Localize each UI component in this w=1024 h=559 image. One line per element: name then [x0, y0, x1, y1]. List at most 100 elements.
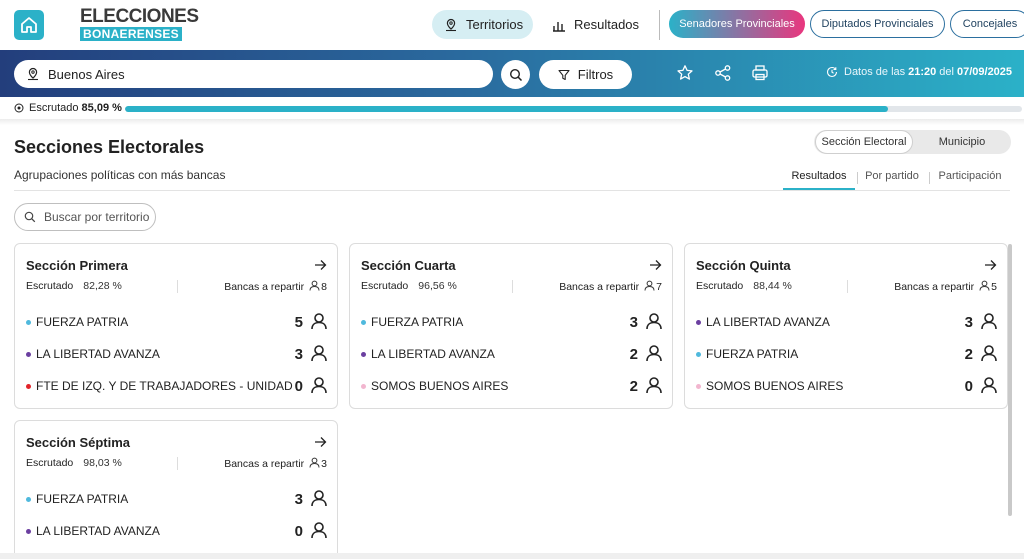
- person-icon: [645, 312, 663, 333]
- card-bancas-label: Bancas a repartir: [894, 281, 975, 293]
- card-bancas-value: 7: [656, 281, 662, 293]
- person-icon: [645, 376, 663, 397]
- party-color-dot: [696, 351, 701, 357]
- logo-bottom-text: BONAERENSES: [80, 27, 182, 41]
- party-seats: 5: [294, 313, 303, 331]
- person-icon: [304, 457, 321, 471]
- top-header: ELECCIONES BONAERENSES Territorios Resul…: [0, 0, 1024, 50]
- card-escrutado-value: 98,03 %: [83, 457, 122, 469]
- escrutado-summary: Escrutado 85,09 %: [14, 102, 122, 114]
- tab-active-indicator: [783, 188, 855, 190]
- party-seats: 2: [964, 345, 973, 363]
- card-bancas-label: Bancas a repartir: [224, 458, 305, 470]
- nav-resultados[interactable]: Resultados: [540, 10, 650, 39]
- person-icon: [639, 280, 656, 294]
- card-title: Sección Primera: [26, 258, 128, 273]
- section-card[interactable]: Sección Quinta Escrutado 88,44 % Bancas a r…: [684, 243, 1008, 409]
- territory-search-input[interactable]: Buscar por territorio: [14, 203, 156, 231]
- party-row: FUERZA PATRIA 2: [696, 343, 998, 365]
- card-bancas-value: 3: [321, 458, 327, 470]
- party-row: FUERZA PATRIA 3: [26, 488, 328, 510]
- card-escrutado: Escrutado 82,28 %: [26, 280, 122, 292]
- party-row: FTE DE IZQ. Y DE TRABAJADORES - UNIDAD 0: [26, 375, 328, 397]
- card-bancas: Bancas a repartir 3: [224, 457, 327, 471]
- person-icon: [310, 312, 328, 333]
- tab-separator: [929, 172, 930, 184]
- search-button[interactable]: [501, 60, 530, 89]
- toggle-seccion-electoral[interactable]: Sección Electoral: [815, 130, 913, 154]
- logo-top-text: ELECCIONES: [80, 6, 199, 27]
- party-row: LA LIBERTAD AVANZA 3: [696, 311, 998, 333]
- card-bancas-value: 5: [991, 281, 997, 293]
- arrow-right-icon[interactable]: [314, 435, 327, 453]
- arrow-right-icon[interactable]: [984, 258, 997, 276]
- arrow-right-icon[interactable]: [649, 258, 662, 276]
- card-escrutado-label: Escrutado: [696, 280, 744, 292]
- party-row: SOMOS BUENOS AIRES 2: [361, 375, 663, 397]
- tab-separator: [857, 172, 858, 184]
- party-name: FUERZA PATRIA: [36, 492, 129, 506]
- logo[interactable]: ELECCIONES BONAERENSES: [80, 6, 199, 43]
- share-icon[interactable]: [714, 64, 732, 82]
- party-name: LA LIBERTAD AVANZA: [36, 347, 160, 361]
- home-icon: [21, 17, 37, 33]
- party-seats: 3: [629, 313, 638, 331]
- data-time-value: 21:20: [908, 66, 937, 78]
- filter-icon: [558, 69, 570, 80]
- party-color-dot: [26, 351, 31, 357]
- chamber-senadores-button[interactable]: Senadores Provinciales: [669, 10, 805, 38]
- filtros-button[interactable]: Filtros: [539, 60, 632, 89]
- location-icon: [28, 67, 38, 81]
- bar-chart-icon: [553, 21, 565, 32]
- party-name: SOMOS BUENOS AIRES: [371, 379, 509, 393]
- data-prefix: Datos de las: [844, 66, 906, 78]
- section-card[interactable]: Sección Cuarta Escrutado 96,56 % Bancas a r…: [349, 243, 673, 409]
- party-color-dot: [361, 383, 366, 389]
- party-color-dot: [26, 528, 31, 534]
- escrutado-progress-fill: [125, 106, 889, 112]
- party-seats: 0: [294, 522, 303, 540]
- section-card[interactable]: Sección Primera Escrutado 82,28 % Bancas a …: [14, 243, 338, 409]
- bottom-edge: [0, 553, 1024, 559]
- party-row: LA LIBERTAD AVANZA 3: [26, 343, 328, 365]
- card-escrutado: Escrutado 96,56 %: [361, 280, 457, 292]
- card-divider: [847, 280, 848, 293]
- party-name: LA LIBERTAD AVANZA: [706, 315, 830, 329]
- party-name: SOMOS BUENOS AIRES: [706, 379, 844, 393]
- party-color-dot: [26, 319, 31, 325]
- tab-por-partido[interactable]: Por partido: [865, 170, 919, 182]
- header-shadow: [0, 119, 1024, 125]
- arrow-right-icon[interactable]: [314, 258, 327, 276]
- party-seats: 3: [294, 345, 303, 363]
- star-icon[interactable]: [676, 64, 694, 82]
- location-icon: [446, 18, 456, 31]
- header-divider: [659, 10, 660, 40]
- card-title: Sección Cuarta: [361, 258, 456, 273]
- scrollbar-thumb[interactable]: [1008, 244, 1012, 516]
- section-card[interactable]: Sección Séptima Escrutado 98,03 % Bancas a …: [14, 420, 338, 559]
- chamber-concejales-button[interactable]: Concejales: [950, 10, 1024, 38]
- chamber-diputados-button[interactable]: Diputados Provinciales: [810, 10, 945, 38]
- party-row: LA LIBERTAD AVANZA 2: [361, 343, 663, 365]
- nav-territorios[interactable]: Territorios: [432, 10, 533, 39]
- section-divider: [14, 190, 1010, 191]
- party-color-dot: [361, 351, 366, 357]
- search-toolbar: Buenos Aires Filtros: [0, 50, 1024, 97]
- party-row: LA LIBERTAD AVANZA 0: [26, 520, 328, 542]
- tab-participacion[interactable]: Participación: [938, 170, 1002, 182]
- person-icon: [304, 280, 321, 294]
- tab-resultados[interactable]: Resultados: [791, 170, 847, 182]
- person-icon: [310, 521, 328, 542]
- nav-territorios-label: Territorios: [466, 17, 524, 32]
- card-title: Sección Séptima: [26, 435, 131, 450]
- party-name: FUERZA PATRIA: [706, 347, 799, 361]
- party-name: LA LIBERTAD AVANZA: [36, 524, 160, 538]
- party-name: FUERZA PATRIA: [36, 315, 129, 329]
- nav-resultados-label: Resultados: [574, 17, 640, 32]
- view-toggle: Sección Electoral Municipio: [814, 130, 1011, 154]
- card-escrutado-value: 82,28 %: [83, 280, 122, 292]
- home-button[interactable]: [14, 10, 44, 40]
- print-icon[interactable]: [751, 64, 769, 82]
- toggle-municipio[interactable]: Municipio: [938, 136, 986, 148]
- location-search-input[interactable]: Buenos Aires: [14, 60, 493, 88]
